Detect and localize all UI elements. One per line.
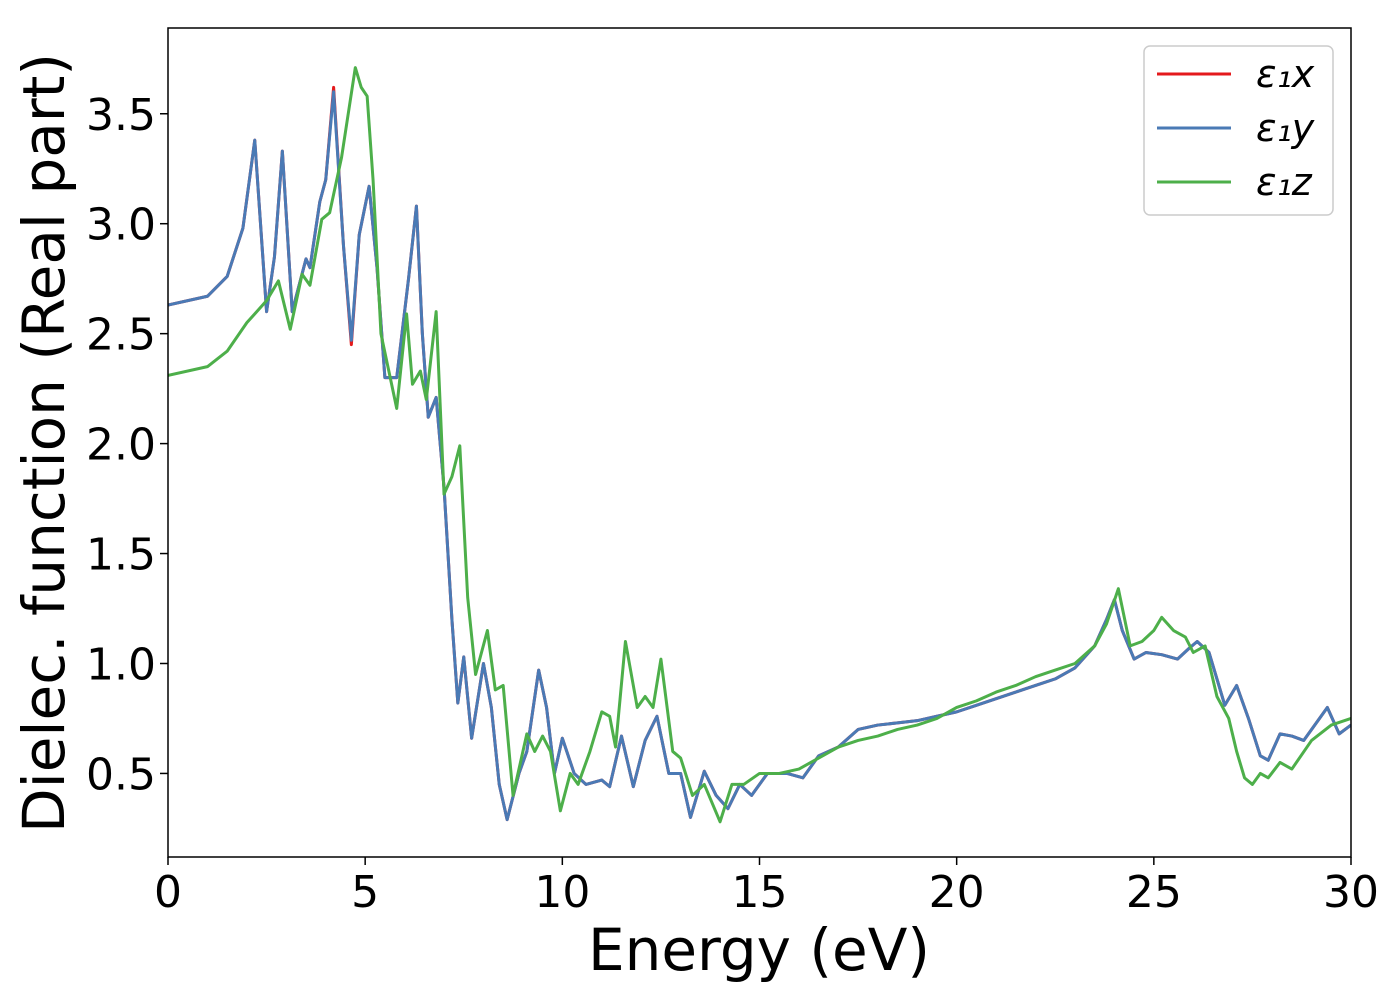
x-tick-label: 20 — [929, 867, 985, 918]
x-axis-label: Energy (eV) — [588, 916, 930, 984]
legend-label: ε₁x — [1256, 52, 1315, 96]
x-tick-label: 15 — [732, 867, 788, 918]
plot-frame — [167, 27, 1352, 858]
y-tick-label: 1.5 — [86, 530, 156, 581]
line-series — [168, 90, 1351, 822]
legend-label: ε₁y — [1256, 106, 1315, 150]
x-tick-label: 0 — [154, 867, 182, 918]
y-tick-label: 2.0 — [86, 420, 156, 471]
x-tick-label: 25 — [1126, 867, 1182, 918]
y-tick-label: 0.5 — [86, 749, 156, 800]
y-tick-label: 2.5 — [86, 310, 156, 361]
x-tick-label: 30 — [1323, 867, 1379, 918]
line-series — [168, 66, 1351, 824]
legend-box — [1143, 45, 1334, 216]
x-tick-label: 10 — [534, 867, 590, 918]
x-tick-label: 5 — [351, 867, 379, 918]
y-tick-label: 1.0 — [86, 639, 156, 690]
y-tick-label: 3.0 — [86, 200, 156, 251]
legend-label: ε₁z — [1256, 160, 1313, 204]
y-axis-label: Dielec. function (Real part) — [10, 53, 78, 833]
y-tick-label: 3.5 — [86, 90, 156, 141]
